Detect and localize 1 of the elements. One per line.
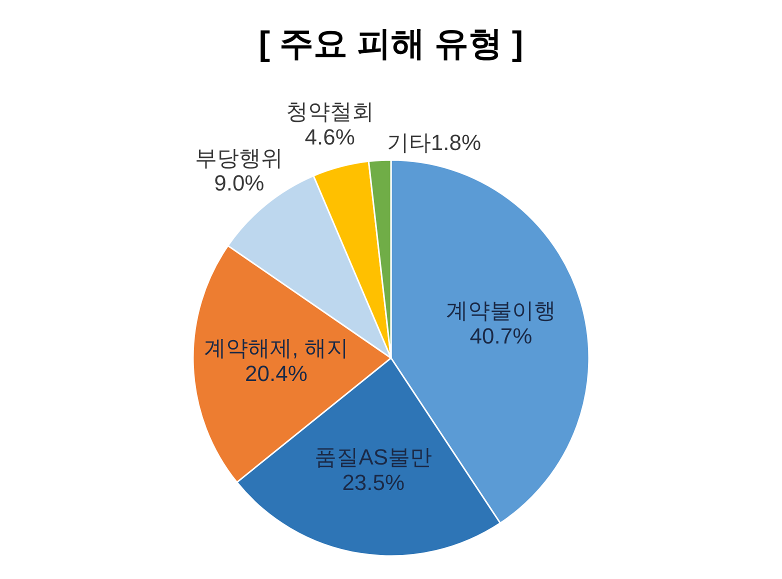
title: [ 주요 피해 유형 ] [258,24,524,63]
